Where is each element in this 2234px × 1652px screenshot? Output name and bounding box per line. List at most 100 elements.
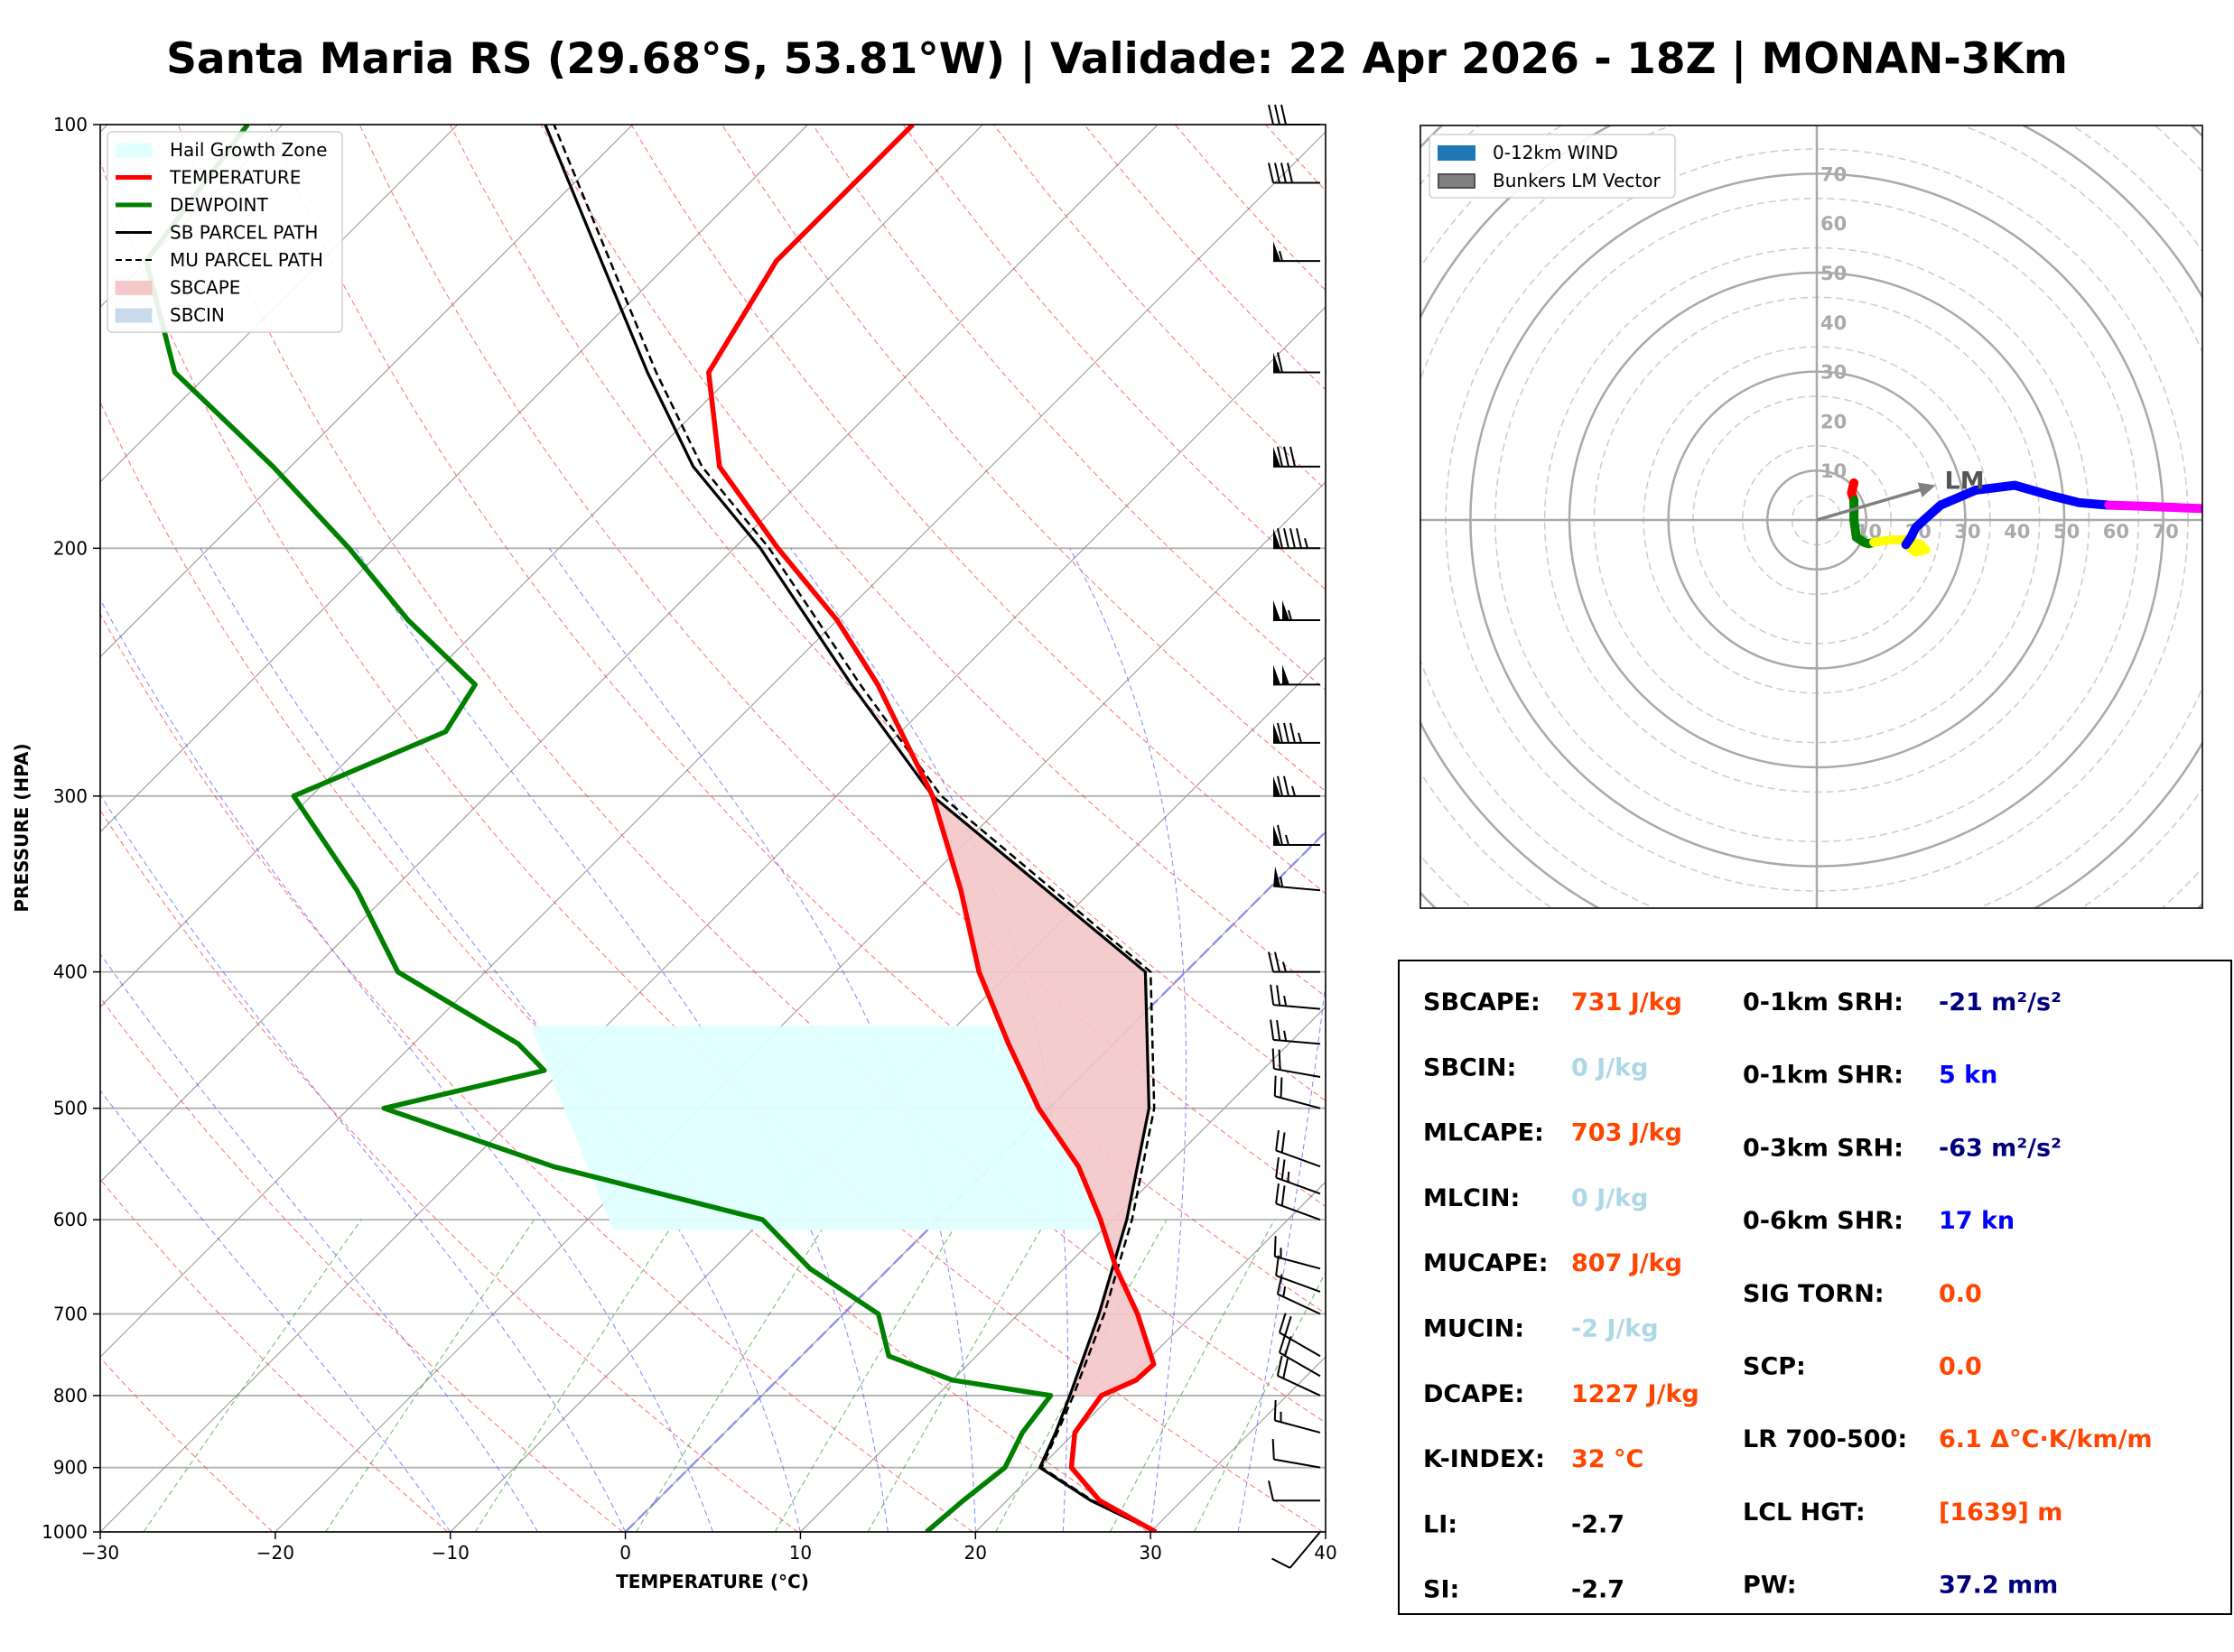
wind-barb — [1275, 1255, 1321, 1293]
wind-barb — [1276, 1274, 1321, 1315]
skewt-plot-frame — [99, 124, 1326, 1533]
index-value: 0.0 — [1939, 1280, 1982, 1308]
legend-entry: TEMPERATURE — [116, 167, 301, 189]
dry-adiabat — [630, 125, 1326, 895]
wind-barb-flag — [1280, 104, 1287, 125]
legend-label: DEWPOINT — [170, 194, 268, 216]
index-row: LI: -2.7 — [1423, 1510, 1624, 1538]
bunkers-lm-vector — [1816, 487, 1924, 522]
wind-barb-flag — [1275, 1129, 1280, 1151]
legend-entry: 0-12km WIND — [1438, 142, 1618, 163]
wind-barb-pennant — [1273, 600, 1280, 621]
hodograph-segment — [1901, 480, 2114, 550]
moist-adiabat — [100, 952, 539, 1532]
wind-barb-staff — [1277, 1375, 1321, 1397]
wind-barb-flag — [1274, 951, 1280, 972]
dry-adiabat — [100, 401, 1149, 1532]
mixing-ratio-line — [636, 1219, 829, 1532]
isotherm — [275, 481, 1326, 1532]
wind-barb-flag — [1280, 1185, 1286, 1206]
mixing-ratio-line — [1193, 1271, 1326, 1532]
x-tick-label: −10 — [432, 1542, 470, 1564]
legend-entry: SB PARCEL PATH — [116, 222, 318, 244]
index-label: SCP: — [1743, 1353, 1806, 1381]
index-row: LR 700-500: 6.1 Δ°C·K/km/m — [1743, 1425, 2153, 1453]
dry-adiabat — [100, 997, 624, 1532]
wind-barb-flag — [1268, 104, 1274, 125]
temperature-line — [706, 125, 1158, 1532]
mu-parcel-line — [553, 125, 1157, 1532]
index-label: DCAPE: — [1423, 1380, 1524, 1408]
legend-label: 0-12km WIND — [1493, 142, 1618, 163]
wind-barb-flag — [1271, 1557, 1291, 1569]
hodograph-ring-label: 20 — [1820, 411, 1847, 432]
wind-barb — [1273, 824, 1320, 847]
wind-barb-flag — [1277, 446, 1283, 468]
legend-box — [1429, 134, 1676, 199]
sb-parcel-line — [544, 125, 1157, 1532]
hodograph-legend: 0-12km WIND Bunkers LM Vector — [1429, 134, 1676, 199]
wind-barb — [1273, 1075, 1321, 1109]
isotherm — [800, 1006, 1326, 1532]
wind-barb-flag — [1276, 985, 1281, 1006]
hodograph-ring-label-x: 70 — [2153, 521, 2179, 543]
wind-barb-half-flag — [1283, 1030, 1288, 1042]
index-row: 0-1km SHR: 5 kn — [1743, 1062, 1997, 1090]
bunkers-lm-label: LM — [1945, 468, 1985, 496]
dry-adiabat — [540, 125, 1326, 998]
wind-barb-half-flag — [1280, 877, 1284, 887]
index-row: 0-3km SRH: -63 m²/s² — [1743, 1134, 2062, 1162]
legend-entry: MU PARCEL PATH — [116, 249, 323, 271]
wind-barb-half-flag — [1285, 834, 1289, 846]
wind-barb-staff — [1274, 1419, 1321, 1434]
wind-barb — [1273, 775, 1320, 797]
wind-barb-staff — [1273, 1458, 1321, 1469]
x-tick-label: 10 — [789, 1542, 812, 1564]
index-value: 6.1 Δ°C·K/km/m — [1939, 1425, 2153, 1453]
wind-barb-staff — [1275, 1176, 1321, 1195]
hodograph-ring-label: 10 — [1820, 460, 1847, 482]
hodograph-ring-label: 50 — [1820, 263, 1847, 284]
dry-adiabat — [449, 125, 1326, 1102]
wind-barb-staff — [1274, 1095, 1321, 1109]
wind-barb-pennant — [1273, 528, 1280, 549]
wind-barb-half-flag — [1282, 961, 1287, 972]
wind-barb — [1275, 1157, 1321, 1195]
wind-barb — [1273, 1399, 1321, 1434]
mixing-ratio-line — [774, 1219, 960, 1532]
hodograph-ring-label: 60 — [1820, 213, 1847, 235]
legend-label: SB PARCEL PATH — [170, 222, 318, 244]
index-value: -63 m²/s² — [1939, 1134, 2062, 1162]
index-label: MLCAPE: — [1423, 1119, 1544, 1147]
wind-barb-pennant — [1273, 825, 1280, 846]
y-tick-label: 600 — [53, 1209, 88, 1230]
isotherm — [450, 655, 1326, 1532]
wind-barb-flag — [1282, 1358, 1289, 1379]
isotherm — [974, 1181, 1326, 1532]
wind-barb-pennant — [1273, 775, 1280, 796]
legend-label: MU PARCEL PATH — [170, 249, 323, 271]
skewt-xlabel: TEMPERATURE (°C) — [616, 1571, 809, 1592]
index-value: 807 J/kg — [1571, 1249, 1682, 1277]
wind-barb — [1270, 1019, 1321, 1045]
y-tick-label: 900 — [53, 1457, 88, 1479]
index-row: DCAPE: 1227 J/kg — [1423, 1380, 1699, 1408]
wind-barb-flag — [1273, 1399, 1277, 1421]
moist-adiabat — [100, 1090, 451, 1532]
legend-swatch — [1438, 145, 1475, 161]
wind-barb-staff — [1289, 1531, 1321, 1569]
wind-barb-flag — [1280, 162, 1287, 183]
index-label: MUCIN: — [1423, 1315, 1524, 1343]
dry-adiabat — [358, 125, 1326, 1208]
hodograph-ring-label: 40 — [1820, 312, 1847, 334]
hodograph-ring-label-x: 60 — [2103, 521, 2129, 543]
index-row: 0-6km SHR: 17 kn — [1743, 1207, 2015, 1235]
legend-label: TEMPERATURE — [169, 167, 301, 189]
isotherm — [100, 125, 459, 483]
wind-barb-half-flag — [1288, 609, 1292, 621]
index-label: 0-6km SHR: — [1743, 1207, 1904, 1235]
index-label: SBCAPE: — [1423, 988, 1541, 1016]
wind-barb-staff — [1273, 1004, 1321, 1010]
skewt-ylabel: PRESSURE (HPA) — [11, 743, 33, 912]
